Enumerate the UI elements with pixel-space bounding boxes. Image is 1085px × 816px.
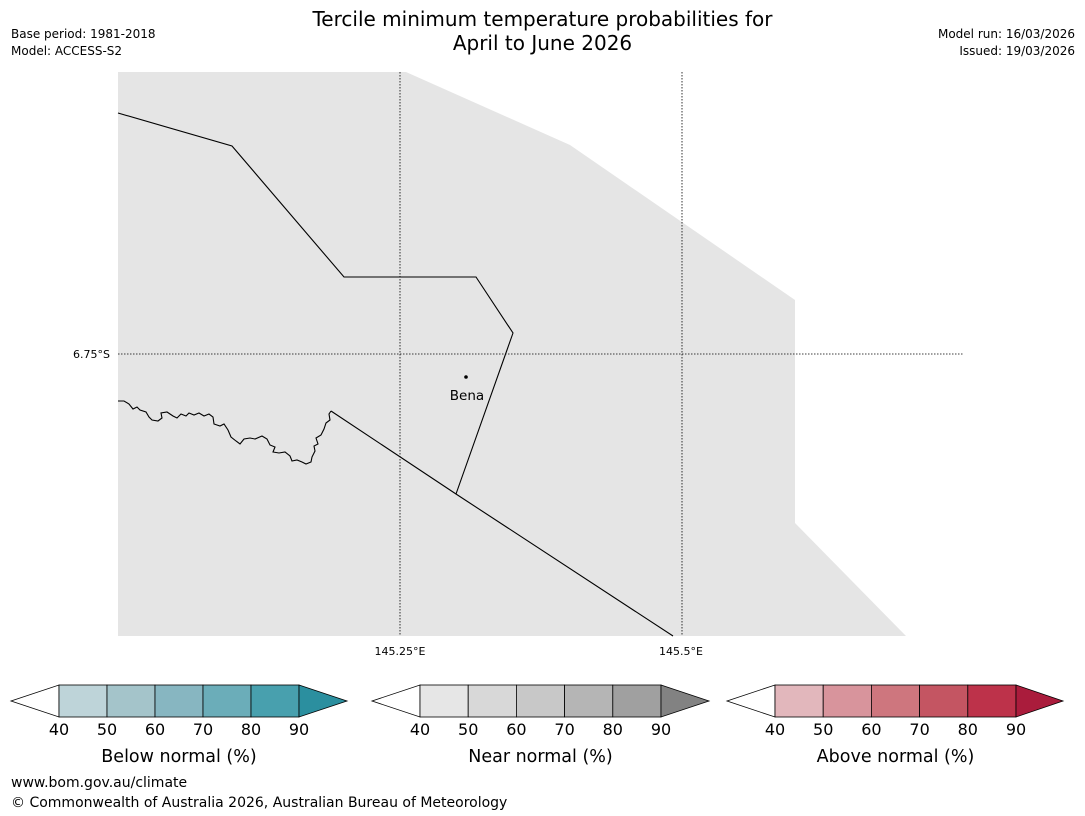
legend-below-extend-high (298, 684, 349, 718)
legend-near-swatch (516, 684, 566, 718)
legend-near-tick: 50 (458, 720, 478, 739)
legend-above-tick: 70 (909, 720, 929, 739)
legend-above-normal: 40 50 60 70 80 90 Above normal (%) (725, 684, 1065, 767)
legend-near-label: Near normal (%) (468, 747, 613, 767)
legend-below-tick: 50 (97, 720, 117, 739)
bena-marker (464, 375, 468, 379)
legend-below-tick: 60 (145, 720, 165, 739)
footer-url: www.bom.gov.au/climate (11, 775, 188, 791)
legend-above-label: Above normal (%) (817, 747, 975, 767)
legend-near-swatch (564, 684, 614, 718)
province-boundary-north (117, 112, 514, 495)
legend-near-tick: 70 (554, 720, 574, 739)
legend-above-tick: 90 (1006, 720, 1026, 739)
legend-below-swatch (58, 684, 108, 718)
legend-below-tick: 40 (49, 720, 69, 739)
legend-near-swatch (612, 684, 662, 718)
lat-label-6-75: 6.75°S (73, 348, 110, 361)
lon-label-145-5: 145.5°E (659, 645, 703, 658)
title-line-1: Tercile minimum temperature probabilitie… (312, 7, 773, 31)
legend-below-extend-low (9, 684, 60, 718)
legend-above-swatch (774, 684, 824, 718)
legend-above-extend-high (1015, 684, 1065, 718)
legend-near-extend-low (370, 684, 421, 718)
legend-above-swatch (967, 684, 1017, 718)
legend-below-swatch (250, 684, 300, 718)
legend-near-tick: 40 (410, 720, 430, 739)
legend-below-label: Below normal (%) (101, 747, 256, 767)
legend-near-extend-high (660, 684, 711, 718)
legend-below-swatch (202, 684, 252, 718)
legend-below-normal: 40 50 60 70 80 90 Below normal (%) (9, 684, 349, 767)
legend-above-tick: 80 (958, 720, 978, 739)
legend-above-extend-low (725, 684, 776, 718)
legend-near-tick: 80 (603, 720, 623, 739)
bena-label: Bena (450, 388, 484, 404)
legend-above-tick: 60 (861, 720, 881, 739)
model-name: Model: ACCESS-S2 (11, 44, 123, 58)
legend-below-tick: 90 (289, 720, 309, 739)
model-run: Model run: 16/03/2026 (937, 27, 1075, 41)
legend-near-tick: 90 (651, 720, 671, 739)
legend-above-swatch (871, 684, 921, 718)
legend-below-tick: 70 (193, 720, 213, 739)
legend-above-swatch (919, 684, 969, 718)
legend-near-tick: 60 (506, 720, 526, 739)
meta-left: Base period: 1981-2018 Model: ACCESS-S2 (11, 26, 156, 60)
map-title: Tercile minimum temperature probabilitie… (0, 7, 1085, 55)
legend-below-swatch (154, 684, 204, 718)
title-line-2: April to June 2026 (452, 31, 633, 55)
province-boundary-south (330, 410, 674, 637)
legend-below-swatch (106, 684, 156, 718)
lon-label-145-25: 145.25°E (375, 645, 426, 658)
legend-near-normal: 40 50 60 70 80 90 Near normal (%) (370, 684, 711, 767)
footer-copyright: © Commonwealth of Australia 2026, Austra… (11, 795, 508, 811)
legend-near-swatch (419, 684, 469, 718)
legend-above-swatch (822, 684, 872, 718)
legend-above-tick: 40 (765, 720, 785, 739)
issued-date: Issued: 19/03/2026 (959, 44, 1075, 58)
legend-above-tick: 50 (813, 720, 833, 739)
meta-right: Model run: 16/03/2026 Issued: 19/03/2026 (938, 26, 1075, 60)
legend-near-swatch (467, 684, 517, 718)
province-boundary-river (118, 400, 332, 465)
base-period: Base period: 1981-2018 (11, 27, 156, 41)
legend-below-tick: 80 (241, 720, 261, 739)
